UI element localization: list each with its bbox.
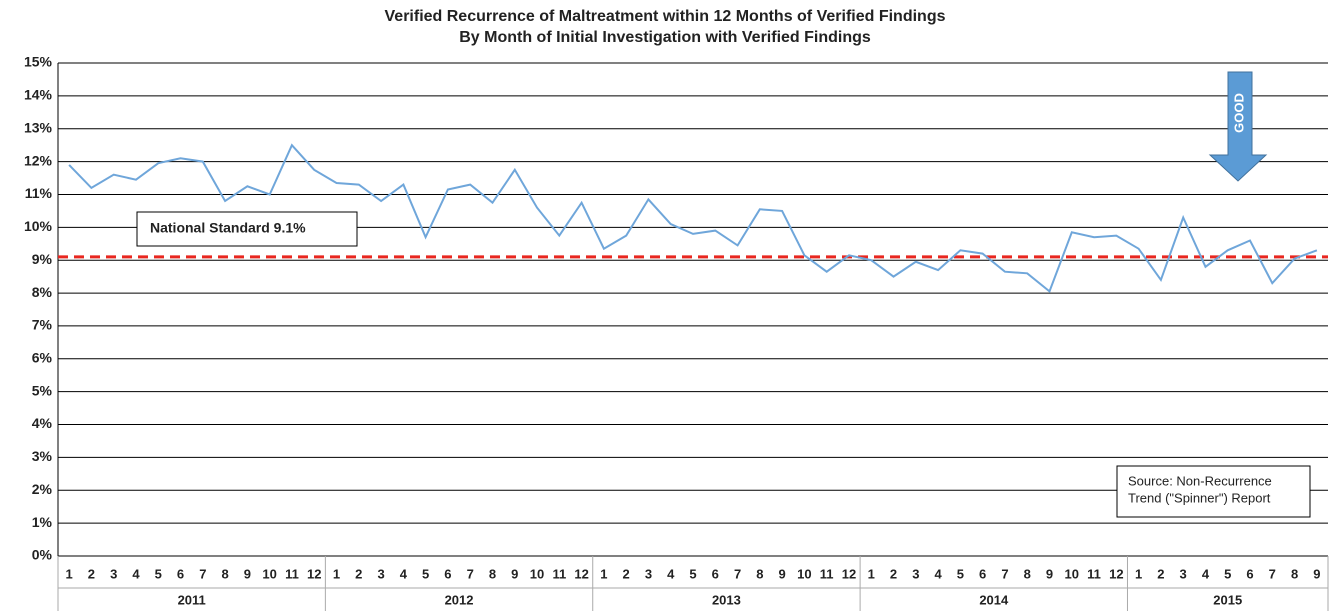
x-tick-label: 2 bbox=[890, 566, 897, 581]
arrow-shape bbox=[1208, 71, 1268, 182]
year-label: 2014 bbox=[979, 592, 1009, 607]
y-tick-label: 15% bbox=[24, 54, 53, 70]
x-tick-label: 7 bbox=[734, 566, 741, 581]
y-tick-label: 10% bbox=[24, 218, 53, 234]
x-tick-label: 1 bbox=[333, 566, 340, 581]
x-tick-label: 9 bbox=[244, 566, 251, 581]
x-tick-label: 2 bbox=[623, 566, 630, 581]
x-tick-label: 10 bbox=[797, 566, 811, 581]
source-text: Trend ("Spinner") Report bbox=[1128, 490, 1271, 505]
x-tick-label: 6 bbox=[712, 566, 719, 581]
x-tick-label: 5 bbox=[1224, 566, 1231, 581]
y-tick-label: 3% bbox=[32, 448, 53, 464]
x-tick-label: 3 bbox=[110, 566, 117, 581]
y-tick-label: 2% bbox=[32, 481, 53, 497]
x-tick-label: 9 bbox=[511, 566, 518, 581]
x-tick-label: 9 bbox=[1313, 566, 1320, 581]
x-tick-label: 9 bbox=[1046, 566, 1053, 581]
source-text: Source: Non-Recurrence bbox=[1128, 473, 1272, 488]
chart-subtitle: By Month of Initial Investigation with V… bbox=[459, 29, 871, 46]
x-tick-label: 11 bbox=[820, 566, 834, 581]
x-tick-label: 11 bbox=[552, 566, 566, 581]
x-tick-label: 11 bbox=[285, 566, 299, 581]
x-tick-label: 8 bbox=[1024, 566, 1031, 581]
x-tick-label: 3 bbox=[912, 566, 919, 581]
year-label: 2015 bbox=[1213, 592, 1242, 607]
x-tick-label: 8 bbox=[221, 566, 228, 581]
x-tick-label: 7 bbox=[467, 566, 474, 581]
x-tick-label: 1 bbox=[1135, 566, 1142, 581]
x-tick-label: 12 bbox=[574, 566, 588, 581]
y-tick-label: 9% bbox=[32, 251, 53, 267]
y-tick-label: 0% bbox=[32, 547, 53, 563]
y-tick-label: 6% bbox=[32, 350, 53, 366]
year-label: 2012 bbox=[445, 592, 474, 607]
x-tick-label: 8 bbox=[1291, 566, 1298, 581]
y-tick-label: 4% bbox=[32, 415, 53, 431]
x-tick-label: 12 bbox=[842, 566, 856, 581]
x-tick-label: 8 bbox=[489, 566, 496, 581]
year-label: 2011 bbox=[178, 592, 206, 607]
x-tick-label: 12 bbox=[307, 566, 321, 581]
x-tick-label: 10 bbox=[530, 566, 544, 581]
x-tick-label: 11 bbox=[1087, 566, 1101, 581]
x-tick-label: 6 bbox=[177, 566, 184, 581]
y-tick-label: 14% bbox=[24, 87, 53, 103]
data-line bbox=[68, 143, 1318, 294]
x-tick-label: 6 bbox=[979, 566, 986, 581]
x-tick-label: 6 bbox=[444, 566, 451, 581]
x-tick-label: 10 bbox=[1065, 566, 1079, 581]
x-tick-label: 5 bbox=[957, 566, 964, 581]
x-tick-label: 1 bbox=[66, 566, 73, 581]
x-tick-label: 9 bbox=[779, 566, 786, 581]
y-tick-label: 7% bbox=[32, 317, 53, 333]
x-tick-label: 5 bbox=[422, 566, 429, 581]
x-tick-label: 1 bbox=[868, 566, 875, 581]
x-tick-label: 3 bbox=[1180, 566, 1187, 581]
y-tick-label: 8% bbox=[32, 284, 53, 300]
x-tick-label: 5 bbox=[155, 566, 162, 581]
x-tick-label: 2 bbox=[88, 566, 95, 581]
y-tick-label: 11% bbox=[25, 185, 53, 201]
x-tick-label: 7 bbox=[1269, 566, 1276, 581]
year-label: 2013 bbox=[712, 592, 741, 607]
x-tick-label: 10 bbox=[262, 566, 276, 581]
source-box bbox=[1116, 465, 1311, 518]
x-tick-label: 4 bbox=[667, 566, 675, 581]
x-tick-label: 12 bbox=[1109, 566, 1123, 581]
x-tick-label: 7 bbox=[1001, 566, 1008, 581]
x-tick-label: 4 bbox=[132, 566, 140, 581]
good-arrow: GOOD bbox=[1208, 71, 1268, 182]
x-tick-label: 4 bbox=[934, 566, 942, 581]
x-tick-label: 1 bbox=[600, 566, 607, 581]
x-tick-label: 3 bbox=[377, 566, 384, 581]
y-tick-label: 12% bbox=[24, 152, 53, 168]
y-tick-label: 13% bbox=[24, 119, 53, 135]
x-tick-label: 2 bbox=[1157, 566, 1164, 581]
reference-label: National Standard 9.1% bbox=[150, 220, 306, 236]
x-tick-label: 6 bbox=[1246, 566, 1253, 581]
x-tick-label: 5 bbox=[689, 566, 696, 581]
x-tick-label: 4 bbox=[1202, 566, 1210, 581]
x-tick-label: 7 bbox=[199, 566, 206, 581]
y-tick-label: 5% bbox=[32, 382, 53, 398]
arrow-label: GOOD bbox=[1231, 93, 1246, 133]
x-tick-label: 3 bbox=[645, 566, 652, 581]
x-tick-label: 2 bbox=[355, 566, 362, 581]
y-tick-label: 1% bbox=[32, 514, 53, 530]
reference-label-box bbox=[136, 211, 358, 247]
x-tick-label: 8 bbox=[756, 566, 763, 581]
x-tick-label: 4 bbox=[400, 566, 408, 581]
chart-title: Verified Recurrence of Maltreatment with… bbox=[385, 8, 946, 25]
